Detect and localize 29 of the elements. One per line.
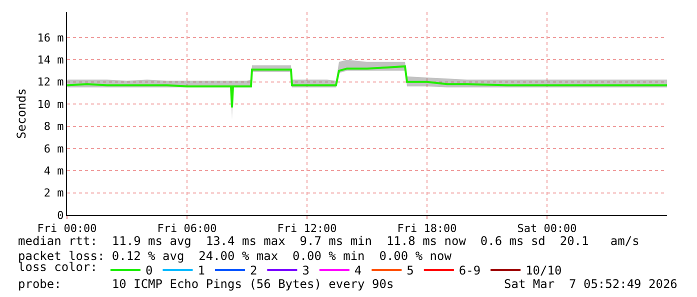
y-tick-label: 16 m — [37, 31, 64, 44]
legend-label: 10/10 — [526, 264, 562, 278]
legend-label: 2 — [250, 264, 258, 278]
y-tick-label: 2 m — [44, 186, 64, 200]
legend-label: 3 — [302, 264, 310, 278]
legend-label: 0 — [145, 264, 153, 278]
legend-label: 5 — [406, 264, 414, 278]
y-tick-label: 6 m — [44, 142, 64, 156]
legend-label: 4 — [354, 264, 362, 278]
legend-label: 6-9 — [458, 264, 481, 278]
y-tick-label: 12 m — [37, 76, 64, 89]
y-tick-label: 10 m — [37, 98, 64, 111]
x-tick-label: Fri 00:00 — [37, 222, 97, 236]
y-tick-label: 0 — [57, 208, 64, 222]
x-tick-label: Fri 12:00 — [277, 222, 337, 236]
x-tick-label: Fri 18:00 — [397, 222, 457, 236]
legend-title: loss color: — [18, 260, 98, 274]
line-series — [67, 65, 667, 108]
text: median rtt: 11.9 ms avg 13.4 ms max 9.7 ms min 11.8 ms now 0.6 ms sd 20.1 am/s — [18, 234, 640, 248]
x-tick-label: Fri 06:00 — [157, 222, 217, 236]
text: Sat Mar 7 05:52:49 2026 — [504, 277, 678, 291]
y-tick-label: 4 m — [44, 164, 64, 178]
y-tick-label: 14 m — [37, 54, 64, 67]
text: packet loss: 0.12 % avg 24.00 % max 0.00 % min 0.00 % now — [18, 249, 452, 263]
y-tick-label: 8 m — [44, 120, 64, 134]
y-axis-title: Seconds — [14, 88, 29, 139]
x-tick-label: Sat 00:00 — [517, 222, 577, 236]
legend-label: 1 — [198, 264, 205, 278]
text: probe: 10 ICMP Echo Pings (56 Bytes) every 90s — [18, 277, 394, 291]
